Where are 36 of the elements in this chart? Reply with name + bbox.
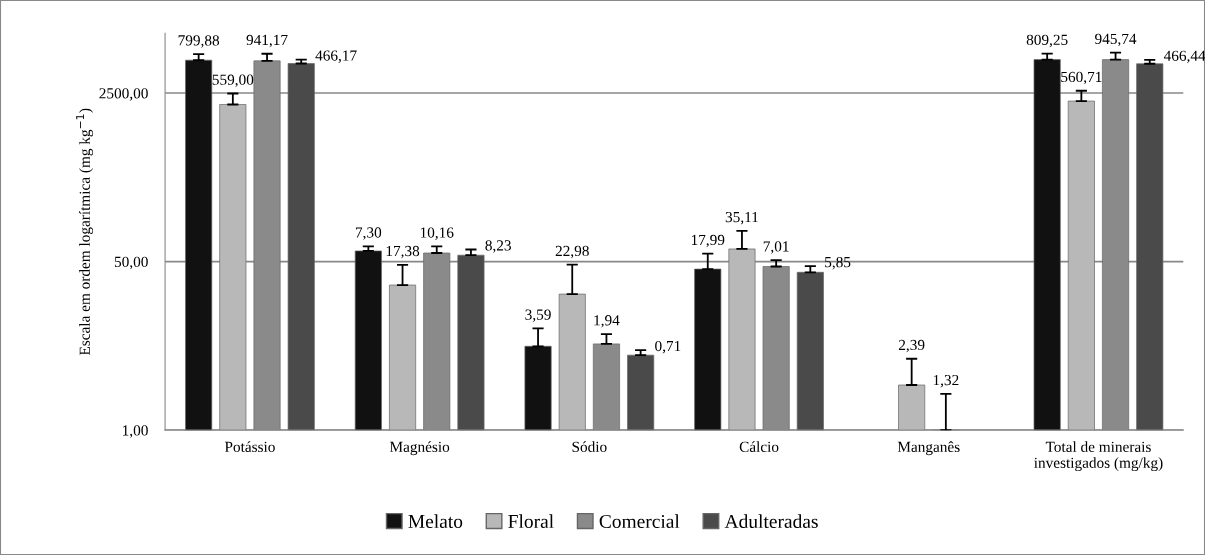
annotation: 809,25 xyxy=(1026,34,1068,48)
annotation: 1,32 xyxy=(933,374,959,388)
x-tick-label: Manganês xyxy=(897,441,960,456)
annotation: 466,17 xyxy=(315,50,357,63)
legend-label: Melato xyxy=(408,514,463,528)
x-tick-label: Total de minerais investigados (mg/kg) xyxy=(1034,441,1163,472)
annotation: 7,30 xyxy=(355,227,382,240)
legend-label: Adulteradas xyxy=(724,514,818,528)
annotation: 799,88 xyxy=(178,35,220,48)
annotation: 22,98 xyxy=(555,245,589,259)
x-tick-label: Magnésio xyxy=(389,441,450,456)
annotation: 2,39 xyxy=(898,339,925,353)
y-axis-title: Escala em ordem logarítmica (mg kg$^{−1}$) xyxy=(76,108,94,356)
annotation: 559,00 xyxy=(212,74,254,88)
annotation: 17,99 xyxy=(691,234,725,248)
annotation: 941,17 xyxy=(246,34,288,48)
annotation: 945,74 xyxy=(1095,33,1137,47)
annotation: 5,85 xyxy=(825,256,851,270)
annotation: 0,71 xyxy=(655,340,681,354)
x-tick-label: Potássio xyxy=(224,441,275,452)
y-tick-label: 50,00 xyxy=(114,256,148,270)
annotation: 3,59 xyxy=(525,309,551,322)
legend-label: Floral xyxy=(508,514,554,528)
annotation: 8,23 xyxy=(485,240,511,253)
x-tick-label: Sódio xyxy=(572,441,607,452)
annotation: 466,44 xyxy=(1163,50,1205,64)
x-tick-label: Cálcio xyxy=(739,441,779,452)
annotation: 17,38 xyxy=(386,245,420,259)
legend-label: Comercial xyxy=(599,514,680,528)
annotation: 10,16 xyxy=(420,227,454,240)
y-tick-label: 1,00 xyxy=(123,425,148,438)
annotation: 35,11 xyxy=(725,211,758,225)
annotation: 560,71 xyxy=(1061,71,1102,85)
annotation: 1,94 xyxy=(594,315,620,328)
y-tick-label: 2500,00 xyxy=(99,88,148,101)
annotation: 7,01 xyxy=(763,241,789,254)
